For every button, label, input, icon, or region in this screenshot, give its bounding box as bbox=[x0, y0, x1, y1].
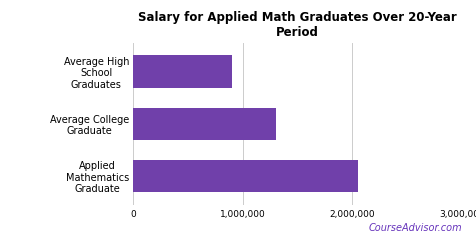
Bar bbox=[133, 108, 276, 140]
Title: Salary for Applied Math Graduates Over 20-Year
Period: Salary for Applied Math Graduates Over 2… bbox=[138, 11, 457, 39]
Text: CourseAdvisor.com: CourseAdvisor.com bbox=[368, 223, 462, 233]
Bar bbox=[133, 160, 357, 192]
Bar bbox=[133, 55, 232, 88]
